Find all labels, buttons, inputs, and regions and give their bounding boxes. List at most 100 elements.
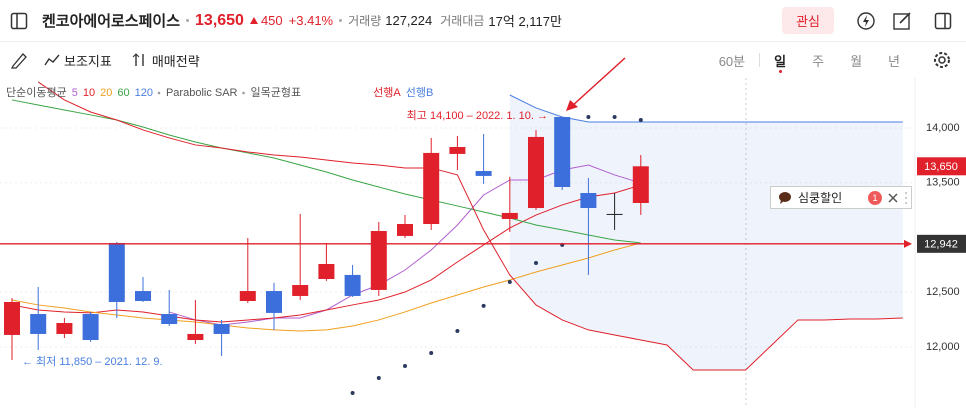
draw-icon[interactable] — [10, 51, 28, 69]
candle-body — [30, 314, 47, 334]
promo-popup[interactable]: 심쿵할인 1 — [770, 186, 912, 209]
candle-body — [397, 224, 413, 236]
candle-body — [423, 152, 440, 225]
candle-body — [187, 333, 204, 340]
legend-entry: 120 — [135, 87, 153, 99]
cloud — [509, 95, 903, 370]
high-annotation: 최고 14,100 – 2022. 1. 10. → — [407, 109, 548, 122]
candle-body — [554, 117, 571, 187]
strategy-button[interactable]: 매매전략 — [151, 53, 200, 69]
candle-body — [82, 314, 99, 340]
up-triangle — [249, 17, 258, 24]
legend-entry: 20 — [100, 87, 112, 99]
volume: 127,224 — [385, 13, 433, 28]
indicator-line — [509, 94, 903, 123]
indicator-icon — [44, 54, 60, 66]
candle-body — [56, 323, 73, 334]
chart: 12,000 12,500 13,500 14,000 12,942 13,650 최고 1… — [0, 57, 966, 408]
indicator-line — [37, 81, 903, 371]
edit-icon[interactable] — [892, 11, 912, 31]
sar-dot — [612, 115, 617, 120]
sar-dot — [350, 390, 355, 395]
pointer-head — [566, 100, 578, 111]
period-label: 일 — [774, 53, 787, 69]
candle-body — [632, 166, 649, 203]
legend-entry: 5 — [72, 87, 78, 99]
candle-body — [344, 274, 361, 296]
reference-label: 12,942 — [924, 239, 958, 251]
price-label: 13,650 — [924, 161, 958, 173]
legend-entry: 60 — [117, 87, 129, 99]
sar-dot — [481, 303, 486, 308]
sar-dot — [376, 375, 381, 380]
candle-body — [292, 285, 309, 296]
candle-body — [266, 291, 282, 313]
period-button[interactable]: 일 — [774, 51, 787, 73]
candle-body — [108, 242, 125, 302]
sar-dot — [586, 115, 591, 120]
change: 450 — [260, 13, 283, 28]
flash-icon[interactable] — [856, 11, 876, 31]
legend-entry: 선행A — [373, 86, 401, 99]
candle-body — [475, 171, 492, 176]
promo-label: 심쿵할인 — [798, 191, 843, 205]
candle-body — [318, 263, 335, 279]
candle-body — [501, 212, 518, 219]
candle-body — [606, 213, 623, 215]
y-tick-label: 12,000 — [926, 341, 960, 353]
amount-label: 거래대금 — [440, 14, 485, 28]
legend-label: 단순이동평균 — [6, 86, 67, 99]
legend-entry: 10 — [83, 87, 95, 99]
indicators-button[interactable]: 보조지표 — [64, 53, 112, 69]
price-tag — [917, 157, 966, 176]
y-tick-label: 13,500 — [926, 177, 960, 189]
sar-dot — [429, 351, 434, 356]
sar-dot — [403, 363, 407, 368]
sar-dot — [507, 279, 512, 284]
change-rate: +3.41% — [288, 13, 334, 28]
reference-tag — [917, 234, 966, 253]
sidebar-icon[interactable] — [10, 12, 28, 30]
period-button[interactable]: 월 — [850, 53, 863, 69]
candle-body — [135, 291, 151, 301]
header: 켄코아에어로스페이스 13,650 450 +3.41% 거래량 127,224… — [0, 0, 966, 42]
close-button[interactable] — [888, 192, 898, 203]
watch-button[interactable]: 관심 — [782, 7, 834, 34]
candle-body — [580, 193, 597, 209]
low-annotation: ← 최저 11,850 – 2021. 12. 9. — [22, 355, 163, 368]
sar-dot — [534, 260, 538, 265]
legend-separator — [157, 91, 161, 95]
legend-entry: 선행B — [406, 86, 434, 99]
y-tick-label: 14,000 — [926, 122, 960, 134]
legend-label: 일목균형표 — [251, 85, 302, 99]
candle-body — [213, 323, 230, 334]
sar-dot — [455, 329, 460, 334]
stock-name: 켄코아에어로스페이스 — [42, 13, 181, 30]
period-button[interactable]: 주 — [812, 53, 825, 69]
legend-label: Parabolic SAR — [166, 87, 238, 99]
chat-icon — [779, 191, 791, 204]
period-button[interactable]: 60분 — [718, 53, 746, 69]
volume-label: 거래량 — [348, 14, 382, 28]
y-tick-label: 12,500 — [926, 286, 960, 298]
price: 13,650 — [195, 11, 244, 29]
toolbar: 보조지표 매매전략 60분 일 주 월 년 — [0, 42, 966, 78]
pointer-arrow — [571, 57, 626, 107]
reference-arrow — [904, 239, 912, 248]
period-button[interactable]: 년 — [888, 53, 900, 69]
settings-icon[interactable] — [932, 50, 952, 70]
sar-dot — [638, 117, 643, 122]
grip — [905, 191, 907, 204]
legend-separator — [242, 91, 245, 95]
candle-body — [370, 231, 387, 290]
badge: 1 — [868, 190, 882, 205]
candle-body — [161, 314, 178, 324]
candle-body — [239, 291, 256, 301]
panel-icon[interactable] — [934, 12, 952, 30]
candle-body — [449, 147, 466, 154]
candle-body — [528, 136, 544, 209]
strategy-icon — [132, 53, 144, 66]
amount: 17억 2,117만 — [488, 14, 562, 29]
candle-body — [4, 301, 20, 335]
